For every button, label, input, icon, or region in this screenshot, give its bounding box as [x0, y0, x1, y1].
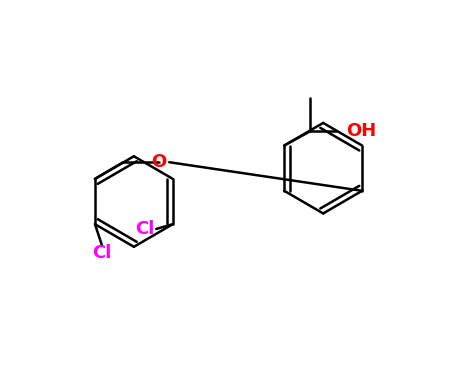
Text: Cl: Cl — [135, 220, 154, 238]
Text: Cl: Cl — [92, 244, 112, 262]
Text: O: O — [151, 153, 167, 171]
Text: OH: OH — [346, 122, 376, 140]
